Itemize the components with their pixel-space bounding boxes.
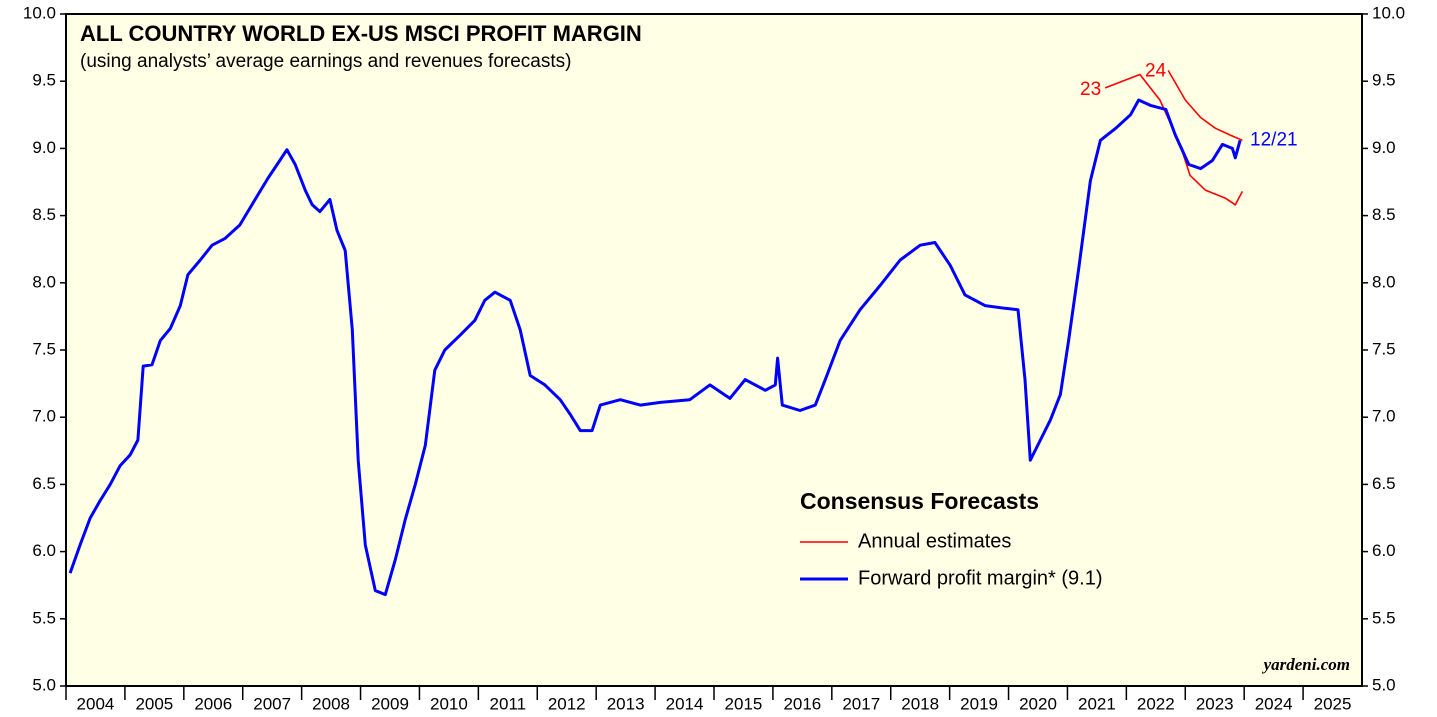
x-tick-label: 2018 — [901, 694, 939, 713]
x-tick-label: 2025 — [1314, 694, 1352, 713]
x-tick-label: 2007 — [253, 694, 291, 713]
y2-tick-label: 5.5 — [1372, 608, 1396, 627]
x-tick-label: 2021 — [1078, 694, 1116, 713]
x-tick-label: 2013 — [607, 694, 645, 713]
y2-tick-label: 9.0 — [1372, 138, 1396, 157]
x-tick-label: 2020 — [1019, 694, 1057, 713]
chart-subtitle: (using analysts’ average earnings and re… — [80, 51, 571, 72]
series-line — [1104, 73, 1244, 206]
x-tick-label: 2011 — [490, 694, 527, 713]
x-tick-label: 2009 — [371, 694, 409, 713]
y2-tick-label: 7.0 — [1372, 407, 1396, 426]
x-tick-label: 2023 — [1196, 694, 1234, 713]
y2-tick-label: 5.0 — [1372, 675, 1396, 694]
source: yardeni.com — [1262, 655, 1350, 674]
plot-area — [65, 13, 1363, 687]
y2-tick-label: 8.5 — [1372, 205, 1396, 224]
x-tick-label: 2004 — [77, 694, 115, 713]
x-tick-label: 2008 — [312, 694, 350, 713]
x-tick-label: 2017 — [842, 694, 880, 713]
x-tick-label: 2019 — [960, 694, 998, 713]
y2-tick-label: 8.0 — [1372, 272, 1396, 291]
y2-tick-label: 6.5 — [1372, 474, 1396, 493]
legend-label: Forward profit margin* (9.1) — [858, 567, 1103, 589]
y-tick-label: 7.5 — [32, 339, 56, 358]
chart-title: ALL COUNTRY WORLD EX-US MSCI PROFIT MARG… — [80, 21, 642, 46]
x-tick-label: 2005 — [135, 694, 173, 713]
y-tick-label: 8.5 — [32, 205, 56, 224]
y-tick-label: 6.0 — [32, 541, 56, 560]
y-tick-label: 8.0 — [32, 272, 56, 291]
y-tick-label: 6.5 — [32, 474, 56, 493]
y-tick-label: 5.0 — [32, 675, 56, 694]
series-label: 23 — [1080, 79, 1101, 100]
y-tick-label: 9.5 — [32, 71, 56, 90]
x-tick-label: 2016 — [783, 694, 821, 713]
y-tick-label: 10.0 — [23, 3, 56, 22]
y-tick-label: 9.0 — [32, 138, 56, 157]
series-line — [68, 98, 1242, 597]
y2-tick-label: 9.5 — [1372, 71, 1396, 90]
legend-title: Consensus Forecasts — [800, 488, 1039, 514]
series-label: 12/21 — [1250, 129, 1298, 150]
x-tick-label: 2010 — [430, 694, 468, 713]
y2-tick-label: 7.5 — [1372, 339, 1396, 358]
x-tick-label: 2014 — [666, 694, 704, 713]
y2-tick-label: 6.0 — [1372, 541, 1396, 560]
x-tick-label: 2024 — [1255, 694, 1293, 713]
y2-tick-label: 10.0 — [1372, 3, 1405, 22]
y-tick-label: 7.0 — [32, 407, 56, 426]
series-label: 24 — [1145, 60, 1167, 81]
x-tick-label: 2006 — [194, 694, 232, 713]
x-tick-label: 2015 — [725, 694, 763, 713]
x-tick-label: 2012 — [548, 694, 586, 713]
series-line — [1167, 69, 1243, 142]
y-tick-label: 5.5 — [32, 608, 56, 627]
legend-label: Annual estimates — [858, 530, 1011, 552]
x-tick-label: 2022 — [1137, 694, 1175, 713]
